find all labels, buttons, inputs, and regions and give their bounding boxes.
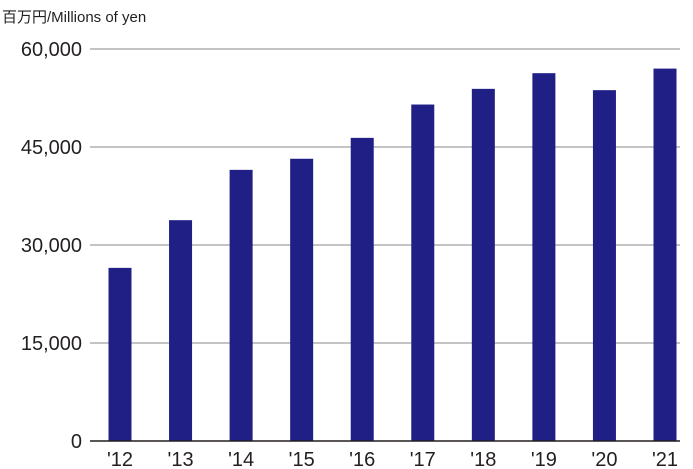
y-tick-label: 45,000 bbox=[21, 137, 82, 159]
y-axis-unit-label: 百万円/Millions of yen bbox=[2, 9, 146, 26]
bar-13 bbox=[169, 220, 193, 441]
y-tick-label: 30,000 bbox=[21, 235, 82, 257]
y-tick-label: 15,000 bbox=[21, 333, 82, 355]
bar-15 bbox=[290, 158, 314, 441]
bar-17 bbox=[411, 104, 435, 442]
bars bbox=[108, 68, 677, 442]
bar-19 bbox=[532, 73, 556, 441]
bar-14 bbox=[229, 169, 253, 441]
x-axis-tick-labels: '12 '13 '14 '15 '16 '17 '18 '19 '20 '21 bbox=[107, 449, 678, 469]
bar-20 bbox=[592, 90, 616, 441]
bar-16 bbox=[350, 137, 374, 441]
x-tick-label: '17 bbox=[410, 449, 436, 469]
x-tick-label: '20 bbox=[591, 449, 617, 469]
y-axis-tick-labels: 0 15,000 30,000 45,000 60,000 bbox=[21, 39, 82, 453]
x-tick-label: '18 bbox=[470, 449, 496, 469]
x-tick-label: '12 bbox=[107, 449, 133, 469]
x-tick-label: '15 bbox=[289, 449, 315, 469]
bar-21 bbox=[653, 68, 677, 441]
y-tick-label: 60,000 bbox=[21, 39, 82, 61]
x-tick-label: '14 bbox=[228, 449, 254, 469]
x-tick-label: '16 bbox=[349, 449, 375, 469]
bar-12 bbox=[108, 267, 132, 441]
y-tick-label: 0 bbox=[71, 431, 82, 453]
x-tick-label: '19 bbox=[531, 449, 557, 469]
x-tick-label: '21 bbox=[652, 449, 678, 469]
bar-18 bbox=[471, 88, 495, 441]
x-tick-label: '13 bbox=[168, 449, 194, 469]
